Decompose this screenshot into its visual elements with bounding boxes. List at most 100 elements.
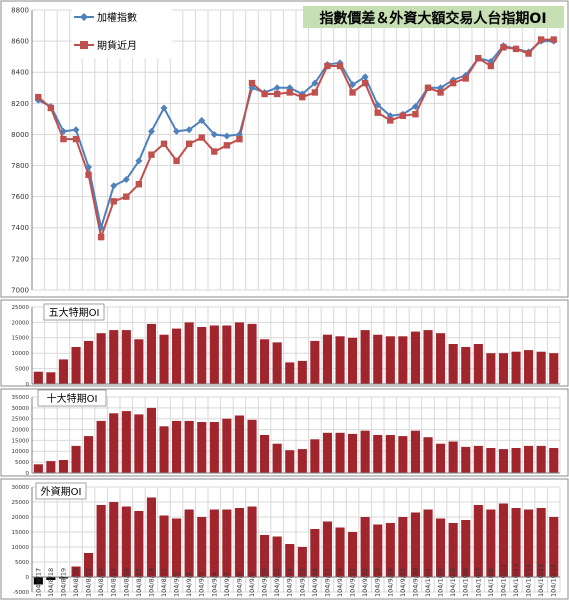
x-tick-label: 104/10/8 — [487, 568, 495, 597]
top10-oi-bar — [134, 414, 144, 473]
futures-point-marker — [211, 148, 218, 155]
foreign-oi-bar — [335, 527, 345, 577]
top5-oi-bar — [222, 325, 232, 384]
x-tick-label: 104/10/14 — [525, 564, 533, 597]
line-chart-y-tick-label: 8000 — [11, 131, 29, 139]
top10-oi-bar — [58, 460, 68, 473]
index-point-marker — [59, 127, 67, 135]
futures-point-marker — [273, 90, 281, 98]
legend-label-index: 加權指數 — [97, 11, 137, 24]
top5-oi-bar — [96, 333, 106, 384]
top10-oi-bar — [159, 426, 169, 473]
top10-oi-bar — [498, 449, 508, 473]
x-tick-label: 104/9/17 — [323, 568, 331, 597]
top5-oi-bar — [134, 339, 144, 384]
top5-oi-bar — [360, 330, 370, 384]
legend-label-futures: 期貨近月 — [97, 39, 137, 52]
x-tick-label: 104/9/15 — [298, 568, 306, 597]
foreign-oi-bar — [486, 509, 496, 577]
top10-oi-y-tick-label: 30000 — [12, 406, 30, 412]
line-chart-y-tick-label: 8400 — [11, 69, 29, 77]
legend-square-marker — [80, 41, 88, 49]
top10-oi-bar — [448, 441, 458, 473]
x-tick-label: 104/8/19 — [59, 568, 67, 597]
x-tick-label: 104/10/2 — [437, 568, 445, 597]
futures-point-marker — [399, 112, 407, 119]
top10-oi-bar — [272, 443, 282, 473]
foreign-oi-bar — [436, 518, 446, 577]
top5-oi-bar — [473, 344, 483, 384]
line-chart-y-tick-label: 7400 — [11, 224, 29, 232]
index-point-marker — [173, 127, 181, 135]
index-point-marker — [110, 182, 118, 190]
x-tick-label: 104/9/24 — [386, 568, 394, 597]
x-tick-label: 104/9/10 — [261, 568, 269, 597]
foreign-oi-bar — [461, 520, 471, 577]
top5-oi-bar — [121, 330, 131, 384]
foreign-oi-y-tick-label: 15000 — [12, 530, 30, 536]
index-point-marker — [122, 176, 130, 184]
top5-oi-bar — [260, 339, 270, 384]
top10-oi-y-tick-label: 5000 — [15, 460, 29, 466]
top10-oi-y-tick-label: 15000 — [12, 438, 30, 444]
top10-oi-bar — [536, 445, 546, 473]
foreign-oi-bar — [473, 505, 483, 577]
top5-oi-bar — [272, 342, 282, 384]
futures-point-marker — [123, 193, 130, 200]
foreign-oi-y-tick-label: 10000 — [12, 545, 30, 551]
x-tick-label: 104/9/2 — [185, 572, 193, 597]
futures-point-marker — [311, 89, 319, 96]
x-tick-label: 104/9/22 — [361, 568, 369, 597]
top5-oi-title: 五大特期OI — [49, 306, 100, 319]
chart-title-box — [303, 6, 564, 28]
x-tick-label: 104/9/21 — [349, 568, 357, 597]
top5-oi-bar — [373, 334, 383, 384]
foreign-oi-y-tick-label: 30000 — [12, 485, 30, 491]
x-tick-label: 104/10/16 — [550, 564, 558, 597]
top5-oi-bar — [58, 359, 68, 384]
futures-point-marker — [236, 135, 243, 143]
chart-title: 指數價差＆外資大額交易人台指期OI — [319, 10, 546, 27]
index-point-marker — [185, 126, 193, 134]
x-tick-label: 104/9/23 — [374, 568, 382, 597]
index-point-marker — [160, 104, 168, 112]
foreign-oi-bar — [285, 544, 295, 577]
top5-oi-bar — [410, 331, 420, 384]
legend-diamond-marker — [80, 13, 88, 21]
top10-oi-y-tick-label: 0 — [26, 471, 30, 477]
top5-oi-bar — [486, 353, 496, 384]
top10-oi-title-box — [37, 389, 107, 407]
futures-point-marker — [110, 198, 117, 205]
foreign-oi-bar — [310, 529, 320, 577]
index-point-marker — [273, 84, 281, 92]
futures-point-marker — [550, 36, 557, 43]
top10-oi-bar — [184, 420, 194, 473]
futures-point-marker — [35, 93, 42, 101]
foreign-oi-bar — [46, 577, 56, 580]
top5-oi-bar — [146, 323, 156, 384]
foreign-oi-bar — [58, 577, 68, 579]
x-tick-label: 104/10/15 — [537, 564, 545, 597]
top10-oi-bar — [46, 461, 56, 473]
line-chart-y-tick-label: 7200 — [11, 255, 29, 263]
x-tick-label: 104/9/16 — [311, 568, 319, 597]
foreign-oi-bar — [197, 517, 207, 577]
top5-oi-bar — [71, 347, 81, 384]
foreign-oi-chart: -5000 0 5000 10000 15000 20000 25000 30000 外資期OI — [12, 482, 561, 596]
foreign-oi-y-tick-label: -5000 — [13, 590, 29, 596]
futures-point-marker — [525, 50, 532, 57]
foreign-oi-bar — [448, 523, 458, 577]
x-axis-date-labels: 104/8/17 104/8/18 104/8/19 104/8/20 104/8/21… — [34, 564, 557, 597]
top5-oi-y-tick-label: 10000 — [12, 351, 30, 357]
top10-oi-bar — [385, 435, 395, 473]
index-point-marker — [374, 101, 382, 109]
foreign-oi-bar — [159, 515, 169, 577]
foreign-oi-bar — [272, 536, 282, 577]
top5-oi-bar — [398, 336, 408, 384]
top5-oi-y-tick-label: 25000 — [12, 305, 30, 311]
top5-oi-bar — [348, 337, 358, 384]
top5-oi-bar — [46, 372, 56, 384]
futures-point-marker — [412, 111, 419, 118]
